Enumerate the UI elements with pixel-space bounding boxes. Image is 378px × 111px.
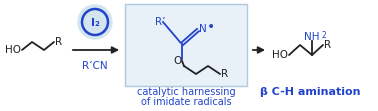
Circle shape [78, 5, 112, 39]
Text: NH: NH [304, 32, 320, 42]
Text: O: O [173, 56, 181, 66]
Text: 2: 2 [321, 31, 326, 40]
Text: •: • [207, 20, 215, 34]
Text: catalytic harnessing: catalytic harnessing [137, 87, 235, 97]
Text: HO: HO [5, 45, 21, 55]
Text: R’: R’ [155, 17, 166, 27]
Text: R’CN: R’CN [82, 61, 108, 71]
Text: β C-H amination: β C-H amination [260, 87, 360, 97]
Text: R: R [55, 37, 62, 47]
Text: R: R [324, 40, 331, 50]
Text: N: N [199, 24, 207, 34]
Text: HO: HO [272, 50, 288, 60]
FancyBboxPatch shape [125, 4, 247, 86]
Text: I₂: I₂ [91, 18, 99, 28]
Text: R: R [221, 69, 228, 79]
Text: of imidate radicals: of imidate radicals [141, 97, 231, 107]
